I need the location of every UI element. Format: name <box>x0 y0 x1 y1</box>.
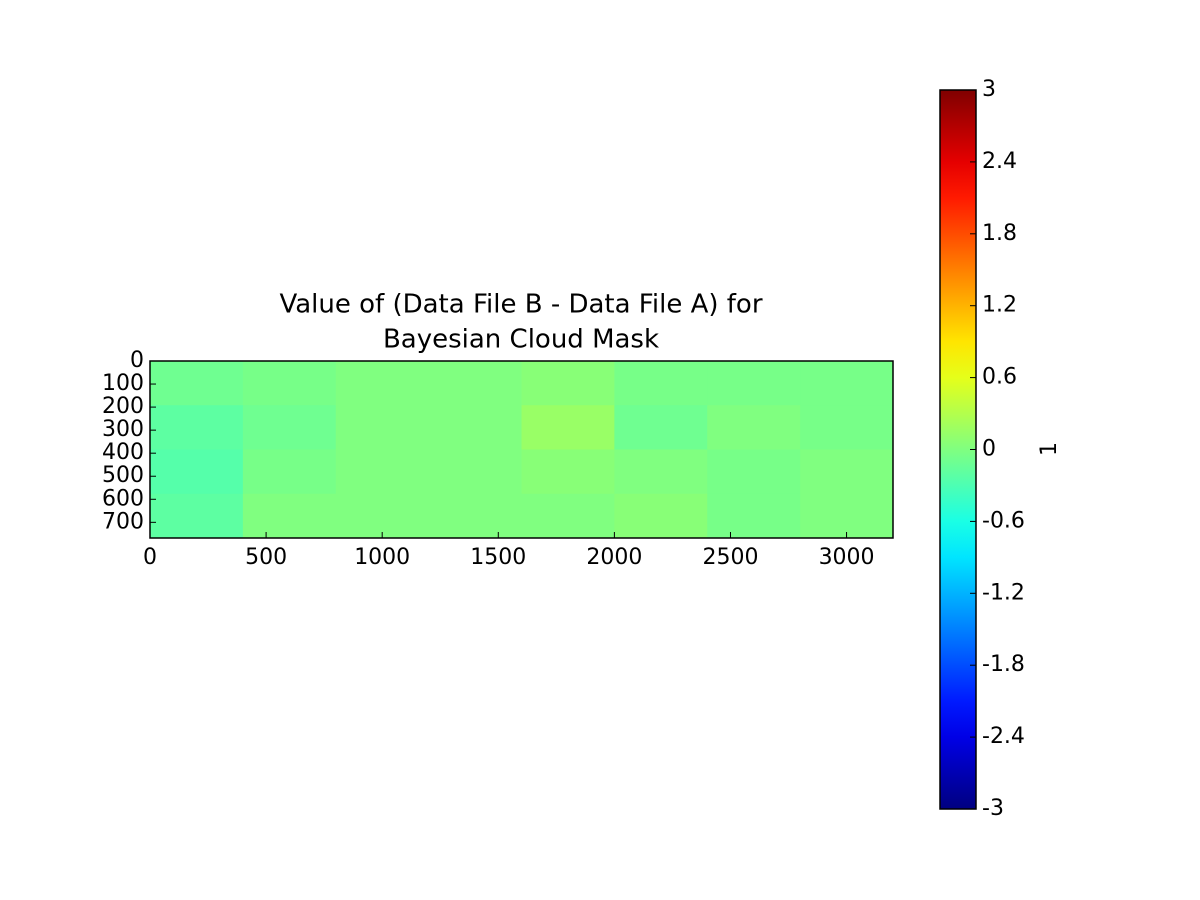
y-tick-label: 300 <box>102 417 144 442</box>
x-tick-label: 1000 <box>354 545 410 570</box>
heatmap-cell <box>521 449 615 495</box>
heatmap-cell <box>242 449 337 495</box>
colorbar-tick-label: -1.2 <box>982 580 1025 605</box>
heatmap-cell <box>614 361 708 406</box>
heatmap-cell <box>150 449 244 495</box>
x-tick-label: 1500 <box>470 545 526 570</box>
heatmap-cell <box>150 361 244 406</box>
heatmap-cell <box>707 361 801 406</box>
colorbar-tick-label: -3 <box>982 796 1004 821</box>
y-tick-label: 500 <box>102 463 144 488</box>
heatmap-cell <box>800 449 894 495</box>
colorbar-tick-label: 1.8 <box>982 221 1017 246</box>
heatmap-cell <box>242 361 337 406</box>
chart-title: Value of (Data File B - Data File A) for <box>279 290 762 320</box>
colorbar-tick-label: 0.6 <box>982 365 1017 390</box>
heatmap-cell <box>521 361 615 406</box>
heatmap-cell <box>150 493 244 539</box>
heatmap-cell <box>614 493 708 539</box>
heatmap-cell <box>242 493 337 539</box>
heatmap-cell <box>800 405 894 450</box>
heatmap-cell <box>521 493 615 539</box>
heatmap-cell <box>707 493 801 539</box>
x-tick-label: 3000 <box>819 545 875 570</box>
x-tick-label: 2500 <box>702 545 758 570</box>
heatmap-cell <box>428 449 522 495</box>
colorbar-label: 1 <box>1037 442 1062 456</box>
colorbar-tick-label: 0 <box>982 437 996 462</box>
x-tick-label: 2000 <box>586 545 642 570</box>
heatmap-cell <box>335 493 430 539</box>
heatmap-cell <box>707 405 801 450</box>
heatmap-cell <box>428 405 522 450</box>
heatmap-cell <box>521 405 615 450</box>
heatmap-cell <box>614 405 708 450</box>
colorbar-tick-label: -0.6 <box>982 508 1025 533</box>
plot-frame <box>149 360 894 539</box>
y-tick-label: 600 <box>102 486 144 511</box>
colorbar-tick-label: -1.8 <box>982 652 1025 677</box>
heatmap-cell <box>614 449 708 495</box>
colorbar-tick-label: -2.4 <box>982 724 1025 749</box>
y-tick-label: 200 <box>102 394 144 419</box>
heatmap-cell <box>150 405 244 450</box>
heatmap-cell <box>242 405 337 450</box>
x-tick-label: 0 <box>143 545 157 570</box>
colorbar-tick-label: 2.4 <box>982 149 1017 174</box>
y-tick-label: 400 <box>102 440 144 465</box>
y-tick-label: 0 <box>130 348 144 373</box>
x-tick-label: 500 <box>245 545 287 570</box>
heatmap-cell <box>335 449 430 495</box>
heatmap-cell <box>428 361 522 406</box>
colorbar-tick-label: 1.2 <box>982 293 1017 318</box>
y-tick-label: 100 <box>102 371 144 396</box>
heatmap-cell <box>335 361 430 406</box>
heatmap-cell <box>335 405 430 450</box>
heatmap-cell <box>800 493 894 539</box>
colorbar-tick-label: 3 <box>982 77 996 102</box>
chart-title: Bayesian Cloud Mask <box>383 325 659 355</box>
y-tick-label: 700 <box>102 509 144 534</box>
heatmap-cell <box>428 493 522 539</box>
heatmap-cell <box>800 361 894 406</box>
heatmap-cell <box>707 449 801 495</box>
